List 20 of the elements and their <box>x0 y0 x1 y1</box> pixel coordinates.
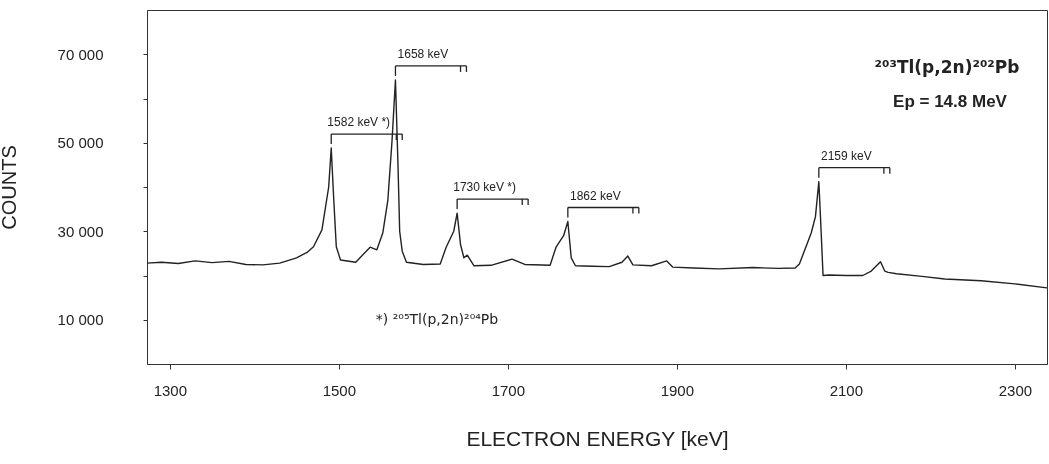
annotation: 2159 keV <box>820 148 872 163</box>
x-tick-label: 2300 <box>998 381 1033 399</box>
x-axis-title: ELECTRON ENERGY [keV] <box>466 426 729 450</box>
text: Ep = 14.8 MeV <box>893 92 1008 111</box>
annotation: 1582 keV *) <box>327 115 391 130</box>
x-tick-label: 1700 <box>491 381 526 399</box>
x-tick-label: 2100 <box>829 381 864 399</box>
x-tick-label: 1300 <box>153 381 187 399</box>
text: ²⁰³Tl(p,2n)²⁰²Pb <box>874 57 1020 77</box>
annotation: 1730 keV *) <box>453 180 516 195</box>
y-tick-label: 70 000 <box>57 45 104 63</box>
y-tick-label: 50 000 <box>57 134 104 152</box>
annotation: *) ²⁰⁵Tl(p,2n)²⁰⁴Pb <box>375 311 499 327</box>
y-tick-label: 30 000 <box>57 222 104 240</box>
y-tick-label: 10 000 <box>57 311 104 329</box>
annotation: 1862 keV <box>569 188 621 203</box>
x-tick-label: 1900 <box>660 381 695 399</box>
annotation: 1658 keV <box>397 46 449 61</box>
x-tick-label: 1500 <box>322 381 357 399</box>
y-axis-title: COUNTS <box>0 145 20 230</box>
